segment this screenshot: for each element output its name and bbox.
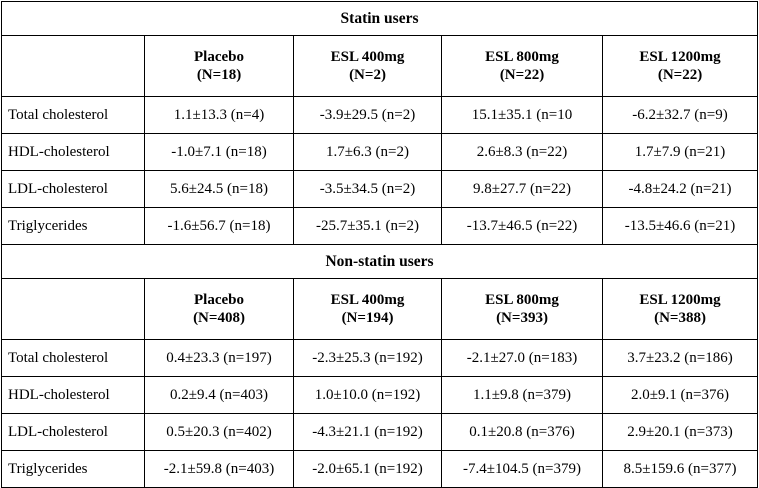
column-header-count: (N=18) [196,67,242,83]
column-header: Placebo (N=408) [144,278,294,340]
table-cell: 2.0±9.1 (n=376) [601,376,759,414]
table-row: Total cholesterol 1.1±13.3 (n=4) -3.9±29.5… [1,96,759,134]
table-cell: -3.9±29.5 (n=2) [293,96,442,134]
row-label: Triglycerides [1,450,145,488]
table-row: LDL-cholesterol 0.5±20.3 (n=402) -4.3±21.1… [1,413,759,451]
row-label: HDL-cholesterol [1,376,145,414]
table-cell: 1.7±6.3 (n=2) [293,133,442,171]
column-header-group: Placebo [194,49,244,65]
row-label: Triglycerides [1,207,145,245]
table-cell: 1.1±9.8 (n=379) [441,376,603,414]
table-cell: 8.5±159.6 (n=377) [601,450,759,488]
table-row: Triglycerides -1.6±56.7 (n=18) -25.7±35.1 … [1,207,759,245]
section-title: Statin users [0,1,759,36]
row-label: LDL-cholesterol [1,170,145,208]
table-cell: 9.8±27.7 (n=22) [441,170,603,208]
table-cell: -2.1±27.0 (n=183) [441,339,603,377]
column-header-count: (N=388) [654,310,706,326]
column-header: ESL 800mg (N=22) [441,35,603,97]
table-cell: -6.2±32.7 (n=9) [601,96,759,134]
table-cell: 1.7±7.9 (n=21) [601,133,759,171]
table-cell: 0.4±23.3 (n=197) [144,339,294,377]
column-header-row: Placebo (N=18) ESL 400mg (N=2) ESL 800mg (N=2… [1,35,759,97]
table-row: LDL-cholesterol 5.6±24.5 (n=18) -3.5±34.5 … [1,170,759,208]
table-cell: -2.1±59.8 (n=403) [144,450,294,488]
row-label: Total cholesterol [1,339,145,377]
column-header-group: ESL 800mg [485,292,559,308]
column-header-row: Placebo (N=408) ESL 400mg (N=194) ESL 800mg (… [1,278,759,340]
table-cell: -25.7±35.1 (n=2) [293,207,442,245]
table-cell: -4.3±21.1 (n=192) [293,413,442,451]
column-header-group: ESL 400mg [330,292,405,308]
table-cell: -4.8±24.2 (n=21) [601,170,759,208]
table-cell: 2.9±20.1 (n=373) [601,413,759,451]
column-header-group: ESL 400mg [330,49,405,65]
section-title-row: Statin users [0,1,759,36]
table-cell: 0.1±20.8 (n=376) [441,413,603,451]
table-row: Total cholesterol 0.4±23.3 (n=197) -2.3±25… [1,339,759,377]
column-header-count: (N=408) [193,310,245,326]
table-cell: 1.1±13.3 (n=4) [144,96,294,134]
table-row: Triglycerides -2.1±59.8 (n=403) -2.0±65.1 … [1,450,759,488]
row-label: HDL-cholesterol [1,133,145,171]
column-header-count: (N=393) [496,310,548,326]
column-header: ESL 800mg (N=393) [441,278,603,340]
column-header: ESL 1200mg (N=388) [601,278,759,340]
column-header-count: (N=22) [657,67,703,83]
column-header-count: (N=194) [341,310,394,326]
column-header-group: ESL 1200mg [639,49,721,65]
table-cell: 5.6±24.5 (n=18) [144,170,294,208]
row-label: LDL-cholesterol [1,413,145,451]
table-cell: 1.0±10.0 (n=192) [293,376,442,414]
table-cell: -7.4±104.5 (n=379) [441,450,603,488]
section-title-row: Non-statin users [0,244,759,279]
table-cell: -2.3±25.3 (n=192) [293,339,442,377]
row-label: Total cholesterol [1,96,145,134]
section-title: Non-statin users [0,244,759,279]
table-cell: -1.6±56.7 (n=18) [144,207,294,245]
table-cell: 2.6±8.3 (n=22) [441,133,603,171]
table-cell: -13.7±46.5 (n=22) [441,207,603,245]
table-row: HDL-cholesterol -1.0±7.1 (n=18) 1.7±6.3 (n… [1,133,759,171]
table-cell: -3.5±34.5 (n=2) [293,170,442,208]
column-header-group: ESL 800mg [485,49,559,65]
table-cell: -1.0±7.1 (n=18) [144,133,294,171]
table-cell: -2.0±65.1 (n=192) [293,450,442,488]
header-corner-cell [1,35,145,97]
table-cell: -13.5±46.6 (n=21) [601,207,759,245]
column-header-group: Placebo [194,292,244,308]
column-header-group: ESL 1200mg [639,292,721,308]
column-header: Placebo (N=18) [144,35,294,97]
table-cell: 15.1±35.1 (n=10 [441,96,603,134]
header-corner-cell [1,278,145,340]
column-header-count: (N=2) [349,67,386,83]
table-cell: 3.7±23.2 (n=186) [601,339,759,377]
column-header: ESL 400mg (N=194) [293,278,442,340]
column-header: ESL 400mg (N=2) [293,35,442,97]
column-header-count: (N=22) [499,67,545,83]
table-row: HDL-cholesterol 0.2±9.4 (n=403) 1.0±10.0 (… [1,376,759,414]
column-header: ESL 1200mg (N=22) [601,35,759,97]
table-cell: 0.5±20.3 (n=402) [144,413,294,451]
table-cell: 0.2±9.4 (n=403) [144,376,294,414]
